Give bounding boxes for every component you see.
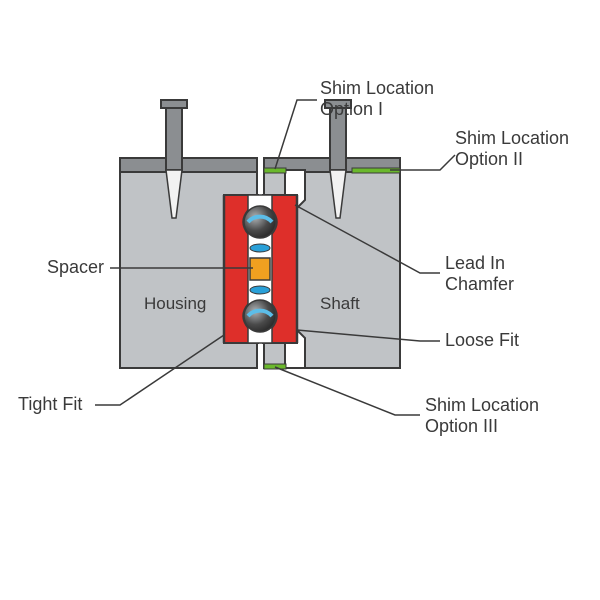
label-housing: Housing xyxy=(144,294,206,314)
spacer xyxy=(250,258,270,280)
label-shim-opt3: Shim Location Option III xyxy=(425,395,539,436)
bearing-assembly-diagram xyxy=(0,0,600,600)
shim-option-3 xyxy=(264,364,286,369)
label-shim-opt2: Shim Location Option II xyxy=(455,128,569,169)
label-spacer: Spacer xyxy=(47,257,104,278)
label-lead-in-chamfer: Lead In Chamfer xyxy=(445,253,514,294)
bearing-assembly xyxy=(224,195,297,343)
label-loose-fit: Loose Fit xyxy=(445,330,519,351)
label-shaft: Shaft xyxy=(320,294,360,314)
label-shim-opt1: Shim Location Option I xyxy=(320,78,434,119)
label-tight-fit: Tight Fit xyxy=(18,394,82,415)
